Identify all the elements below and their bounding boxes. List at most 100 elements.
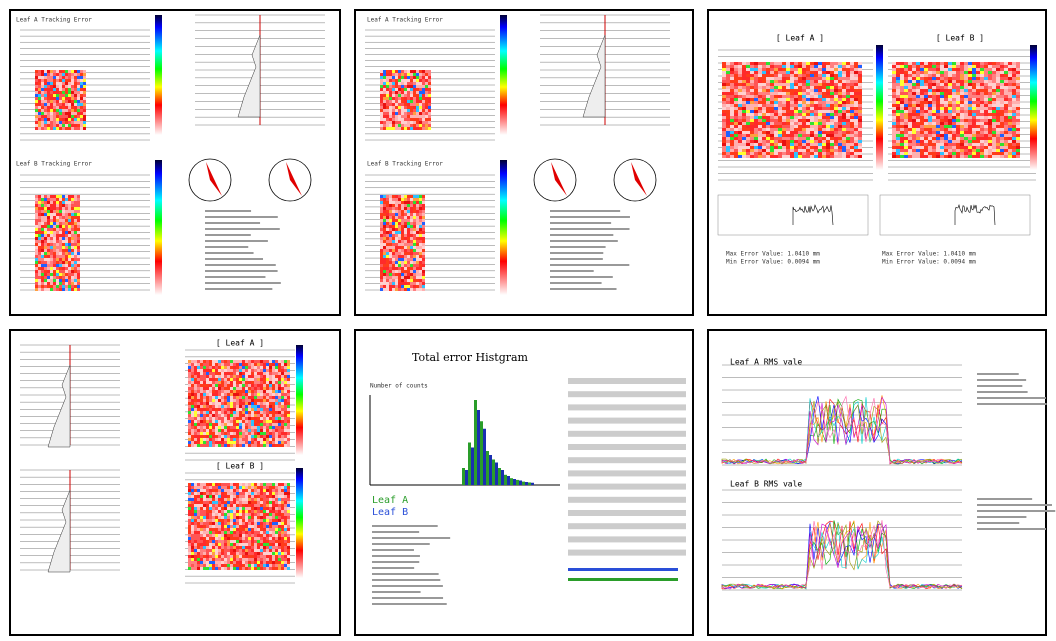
heatmap-cell bbox=[398, 127, 401, 130]
heatmap-cell bbox=[386, 198, 389, 201]
heatmap-cell bbox=[275, 363, 278, 366]
heatmap-cell bbox=[940, 116, 944, 119]
heatmap-cell bbox=[774, 101, 778, 104]
heatmap-cell bbox=[410, 213, 413, 216]
heatmap-cell bbox=[416, 204, 419, 207]
heatmap-cell bbox=[826, 71, 830, 74]
heatmap-cell bbox=[401, 112, 404, 115]
heatmap-cell bbox=[50, 267, 53, 270]
heatmap-cell bbox=[389, 234, 392, 237]
heatmap-cell bbox=[422, 279, 425, 282]
heatmap-cell bbox=[900, 62, 904, 65]
heatmap-cell bbox=[245, 414, 248, 417]
heatmap-cell bbox=[790, 119, 794, 122]
heatmap-cell bbox=[74, 282, 77, 285]
heatmap-cell bbox=[230, 432, 233, 435]
heatmap-cell bbox=[936, 101, 940, 104]
heatmap-cell bbox=[924, 95, 928, 98]
heatmap-cell bbox=[972, 113, 976, 116]
heatmap-cell bbox=[260, 435, 263, 438]
heatmap-cell bbox=[798, 104, 802, 107]
heatmap-cell bbox=[770, 146, 774, 149]
heatmap-cell bbox=[854, 116, 858, 119]
heatmap-cell bbox=[215, 363, 218, 366]
heatmap-cell bbox=[928, 86, 932, 89]
heatmap-cell bbox=[750, 71, 754, 74]
heatmap-cell bbox=[272, 366, 275, 369]
heatmap-cell bbox=[197, 438, 200, 441]
heatmap-cell bbox=[266, 387, 269, 390]
heatmap-cell bbox=[422, 285, 425, 288]
heatmap-cell bbox=[413, 276, 416, 279]
heatmap-cell bbox=[858, 95, 862, 98]
heatmap-cell bbox=[41, 267, 44, 270]
heatmap-cell bbox=[56, 76, 59, 79]
heatmap-cell bbox=[44, 237, 47, 240]
heatmap-cell bbox=[988, 95, 992, 98]
heatmap-cell bbox=[948, 83, 952, 86]
heatmap-cell bbox=[44, 115, 47, 118]
heatmap-cell bbox=[401, 109, 404, 112]
heatmap-cell bbox=[940, 140, 944, 143]
heatmap-cell bbox=[992, 110, 996, 113]
heatmap-cell bbox=[960, 152, 964, 155]
heatmap-cell bbox=[778, 122, 782, 125]
heatmap-cell bbox=[904, 92, 908, 95]
heatmap-cell bbox=[62, 79, 65, 82]
heatmap-cell bbox=[790, 89, 794, 92]
heatmap-cell bbox=[47, 121, 50, 124]
heatmap-cell bbox=[47, 201, 50, 204]
heatmap-cell bbox=[984, 104, 988, 107]
heatmap-cell bbox=[218, 375, 221, 378]
heatmap-cell bbox=[956, 89, 960, 92]
heatmap-cell bbox=[968, 125, 972, 128]
heatmap-cell bbox=[742, 92, 746, 95]
heatmap-cell bbox=[209, 378, 212, 381]
heatmap-cell bbox=[224, 381, 227, 384]
heatmap-cell bbox=[71, 249, 74, 252]
heatmap-cell bbox=[916, 152, 920, 155]
heatmap-cell bbox=[227, 366, 230, 369]
heatmap-cell bbox=[794, 104, 798, 107]
heatmap-cell bbox=[392, 279, 395, 282]
heatmap-cell bbox=[383, 88, 386, 91]
heatmap-cell bbox=[924, 107, 928, 110]
heatmap-cell bbox=[964, 71, 968, 74]
heatmap-cell bbox=[976, 65, 980, 68]
heatmap-cell bbox=[1016, 152, 1020, 155]
heatmap-cell bbox=[62, 288, 65, 291]
heatmap-cell bbox=[389, 100, 392, 103]
heatmap-cell bbox=[936, 152, 940, 155]
heatmap-cell bbox=[854, 107, 858, 110]
heatmap-cell bbox=[758, 143, 762, 146]
heatmap-cell bbox=[806, 122, 810, 125]
heatmap-cell bbox=[416, 255, 419, 258]
heatmap-cell bbox=[422, 261, 425, 264]
heatmap-cell bbox=[71, 270, 74, 273]
heatmap-cell bbox=[56, 88, 59, 91]
heatmap-cell bbox=[395, 76, 398, 79]
heatmap-cell bbox=[428, 127, 431, 130]
heatmap-cell bbox=[74, 219, 77, 222]
heatmap-cell bbox=[80, 109, 83, 112]
heatmap-cell bbox=[260, 429, 263, 432]
heatmap-cell bbox=[398, 195, 401, 198]
heatmap-cell bbox=[35, 82, 38, 85]
heatmap-cell bbox=[260, 411, 263, 414]
heatmap-cell bbox=[254, 423, 257, 426]
heatmap-cell bbox=[278, 441, 281, 444]
heatmap-cell bbox=[854, 71, 858, 74]
heatmap-cell bbox=[916, 116, 920, 119]
heatmap-cell bbox=[1008, 125, 1012, 128]
heatmap-cell bbox=[80, 121, 83, 124]
heatmap-cell bbox=[738, 86, 742, 89]
heatmap-cell bbox=[392, 231, 395, 234]
heatmap-cell bbox=[422, 234, 425, 237]
heatmap-cell bbox=[269, 360, 272, 363]
heatmap-cell bbox=[786, 143, 790, 146]
heatmap-cell bbox=[392, 121, 395, 124]
heatmap-cell bbox=[968, 83, 972, 86]
heatmap-cell bbox=[215, 375, 218, 378]
heatmap-cell bbox=[398, 222, 401, 225]
heatmap-cell bbox=[758, 98, 762, 101]
